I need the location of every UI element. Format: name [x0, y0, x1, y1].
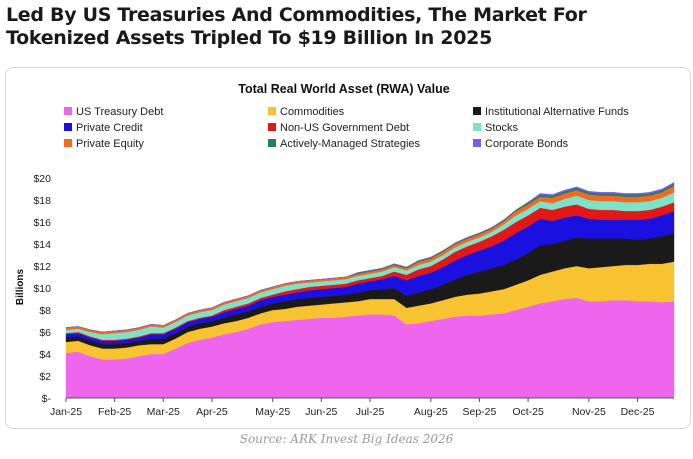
legend-label: Actively-Managed Strategies — [280, 138, 421, 150]
legend-item-actively-managed-strategies: Actively-Managed Strategies — [268, 138, 421, 150]
x-tick-label: Oct-25 — [512, 406, 544, 418]
legend: US Treasury Debt Commodities Institutional… — [64, 106, 629, 150]
legend-item-stocks: Stocks — [473, 122, 519, 134]
y-tick-label: $16 — [33, 217, 51, 229]
chart-card: Total Real World Asset (RWA) Value US Tr… — [5, 67, 691, 429]
y-tick-label: $6 — [39, 327, 51, 339]
x-tick-label: Nov-25 — [572, 406, 606, 418]
y-tick-label: $10 — [33, 283, 51, 295]
rwa-stacked-area-chart: Total Real World Asset (RWA) Value US Tr… — [15, 82, 675, 418]
legend-label: Stocks — [485, 122, 519, 134]
x-tick-label: Dec-25 — [621, 406, 655, 418]
x-tick-label: Jan-25 — [50, 406, 82, 418]
legend-swatch — [268, 107, 276, 115]
legend-label: Private Equity — [76, 138, 144, 150]
source-note: Source: ARK Invest Big Ideas 2026 — [239, 432, 454, 446]
area-corporate-bonds — [65, 182, 675, 333]
x-axis: Jan-25 Feb-25 Mar-25 Apr-25 May-25 Jun-25 Jul-… — [50, 397, 674, 418]
y-tick-label: $2 — [39, 371, 51, 383]
legend-label: Commodities — [280, 106, 345, 118]
y-axis-label: Billions — [15, 269, 26, 306]
legend-swatch — [64, 139, 72, 147]
legend-swatch — [268, 123, 276, 131]
legend-label: Non-US Government Debt — [280, 122, 409, 134]
legend-swatch — [268, 139, 276, 147]
x-tick-label: Sep-25 — [463, 406, 497, 418]
legend-item-commodities: Commodities — [268, 106, 345, 118]
y-axis: $- $2 $4 $6 $8 $10 $12 $14 $16 $18 $20 — [33, 173, 51, 405]
legend-item-non-us-government-debt: Non-US Government Debt — [268, 122, 409, 134]
chart-title: Total Real World Asset (RWA) Value — [238, 82, 449, 96]
y-tick-label: $14 — [33, 239, 51, 251]
legend-item-private-credit: Private Credit — [64, 122, 143, 134]
y-tick-label: $- — [42, 393, 52, 405]
legend-item-institutional-alternative-funds: Institutional Alternative Funds — [473, 106, 629, 118]
legend-swatch — [473, 107, 481, 115]
legend-item-corporate-bonds: Corporate Bonds — [473, 138, 569, 150]
x-tick-label: Jul-25 — [356, 406, 385, 418]
legend-item-private-equity: Private Equity — [64, 138, 144, 150]
legend-label: Corporate Bonds — [485, 138, 569, 150]
y-tick-label: $18 — [33, 195, 51, 207]
legend-swatch — [473, 123, 481, 131]
x-tick-label: Jun-25 — [305, 406, 337, 418]
y-tick-label: $20 — [33, 173, 51, 185]
legend-swatch — [64, 123, 72, 131]
legend-label: US Treasury Debt — [76, 106, 163, 118]
x-tick-label: Mar-25 — [147, 406, 180, 418]
x-tick-label: Apr-25 — [196, 406, 228, 418]
y-tick-label: $8 — [39, 305, 51, 317]
y-tick-label: $12 — [33, 261, 51, 273]
legend-item-us-treasury-debt: US Treasury Debt — [64, 106, 163, 118]
legend-label: Institutional Alternative Funds — [485, 106, 629, 118]
y-tick-label: $4 — [39, 349, 51, 361]
area-series — [65, 182, 675, 399]
x-tick-label: Aug-25 — [414, 406, 448, 418]
x-tick-label: May-25 — [255, 406, 290, 418]
legend-label: Private Credit — [76, 122, 143, 134]
headline: Led By US Treasuries And Commodities, Th… — [6, 4, 587, 49]
x-tick-label: Feb-25 — [98, 406, 131, 418]
legend-swatch — [64, 107, 72, 115]
legend-swatch — [473, 139, 481, 147]
